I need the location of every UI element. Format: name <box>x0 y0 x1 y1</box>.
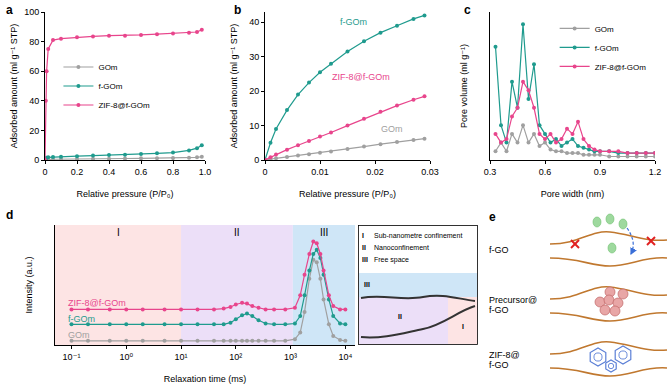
svg-text:ZIF-8@f-GOm: ZIF-8@f-GOm <box>595 63 647 72</box>
svg-text:Relaxation time (ms): Relaxation time (ms) <box>164 374 247 384</box>
svg-text:Adsorbed amount (ml g⁻¹ STP): Adsorbed amount (ml g⁻¹ STP) <box>229 24 239 148</box>
svg-text:II: II <box>362 244 366 251</box>
svg-text:0.01: 0.01 <box>311 167 329 177</box>
svg-text:1.2: 1.2 <box>649 167 662 177</box>
svg-text:0: 0 <box>42 167 47 177</box>
svg-text:10: 10 <box>249 121 259 131</box>
svg-text:GOm: GOm <box>68 330 90 340</box>
svg-text:Relative pressure (P/P₀): Relative pressure (P/P₀) <box>299 189 396 199</box>
svg-text:f-GOm: f-GOm <box>340 17 367 27</box>
svg-text:a: a <box>6 3 13 17</box>
svg-text:I: I <box>117 227 120 238</box>
svg-text:30: 30 <box>249 52 259 62</box>
svg-text:Precursor@f-GO: Precursor@f-GO <box>489 295 537 315</box>
svg-text:f-GOm: f-GOm <box>595 44 619 53</box>
svg-text:ZIF-8@f-GOm: ZIF-8@f-GOm <box>332 72 390 82</box>
svg-text:0.02: 0.02 <box>366 167 384 177</box>
svg-text:10³: 10³ <box>284 352 297 362</box>
svg-text:II: II <box>234 227 240 238</box>
svg-text:Relative pressure (P/P₀): Relative pressure (P/P₀) <box>77 189 174 199</box>
svg-text:III: III <box>362 256 368 263</box>
svg-text:f-GOm: f-GOm <box>68 314 95 324</box>
svg-text:0: 0 <box>34 155 39 165</box>
svg-text:I: I <box>362 232 364 239</box>
svg-text:c: c <box>464 3 471 17</box>
svg-text:f-GOm: f-GOm <box>98 82 122 91</box>
svg-text:f-GO: f-GO <box>489 245 509 255</box>
svg-text:0.4: 0.4 <box>103 167 116 177</box>
svg-text:III: III <box>320 227 328 238</box>
svg-text:Free space: Free space <box>374 256 409 264</box>
svg-text:0.03: 0.03 <box>421 167 439 177</box>
svg-text:0.8: 0.8 <box>167 167 180 177</box>
svg-text:Nanoconfinement: Nanoconfinement <box>374 244 429 251</box>
svg-text:ZIF-8@f-GO: ZIF-8@f-GO <box>489 350 520 370</box>
svg-text:60: 60 <box>29 66 39 76</box>
svg-text:d: d <box>6 208 13 222</box>
svg-text:0.2: 0.2 <box>71 167 84 177</box>
svg-text:I: I <box>462 323 464 330</box>
svg-text:Pore volume (ml g⁻¹): Pore volume (ml g⁻¹) <box>459 44 469 128</box>
svg-text:40: 40 <box>29 96 39 106</box>
svg-text:0.9: 0.9 <box>594 167 607 177</box>
svg-text:10⁴: 10⁴ <box>338 352 352 362</box>
svg-text:80: 80 <box>29 37 39 47</box>
svg-text:20: 20 <box>249 86 259 96</box>
svg-text:0.3: 0.3 <box>484 167 497 177</box>
svg-text:0.6: 0.6 <box>539 167 552 177</box>
svg-text:b: b <box>234 3 241 17</box>
svg-text:Intensity (a.u.): Intensity (a.u.) <box>24 256 34 313</box>
svg-text:20: 20 <box>29 126 39 136</box>
svg-text:10⁰: 10⁰ <box>119 352 133 362</box>
svg-text:100: 100 <box>24 7 39 17</box>
svg-text:Adsorbed amount (ml g⁻¹ STP): Adsorbed amount (ml g⁻¹ STP) <box>9 24 19 148</box>
svg-text:10⁻¹: 10⁻¹ <box>63 352 81 362</box>
svg-text:ZIF-8@f-GOm: ZIF-8@f-GOm <box>68 298 126 308</box>
svg-text:10¹: 10¹ <box>175 352 188 362</box>
svg-text:ZIF-8@f-GOm: ZIF-8@f-GOm <box>98 101 150 110</box>
svg-text:II: II <box>398 313 402 320</box>
svg-text:40: 40 <box>249 17 259 27</box>
svg-text:10²: 10² <box>229 352 242 362</box>
svg-text:GOm: GOm <box>98 63 117 72</box>
svg-text:0: 0 <box>262 167 267 177</box>
svg-text:GOm: GOm <box>381 124 403 134</box>
svg-text:1.0: 1.0 <box>199 167 212 177</box>
svg-text:0: 0 <box>254 155 259 165</box>
svg-text:Sub-nanometre confinement: Sub-nanometre confinement <box>374 232 462 239</box>
svg-text:GOm: GOm <box>595 25 614 34</box>
svg-text:0.6: 0.6 <box>135 167 148 177</box>
svg-text:III: III <box>364 281 370 288</box>
svg-text:e: e <box>489 210 496 224</box>
svg-text:Pore width (nm): Pore width (nm) <box>541 189 605 199</box>
